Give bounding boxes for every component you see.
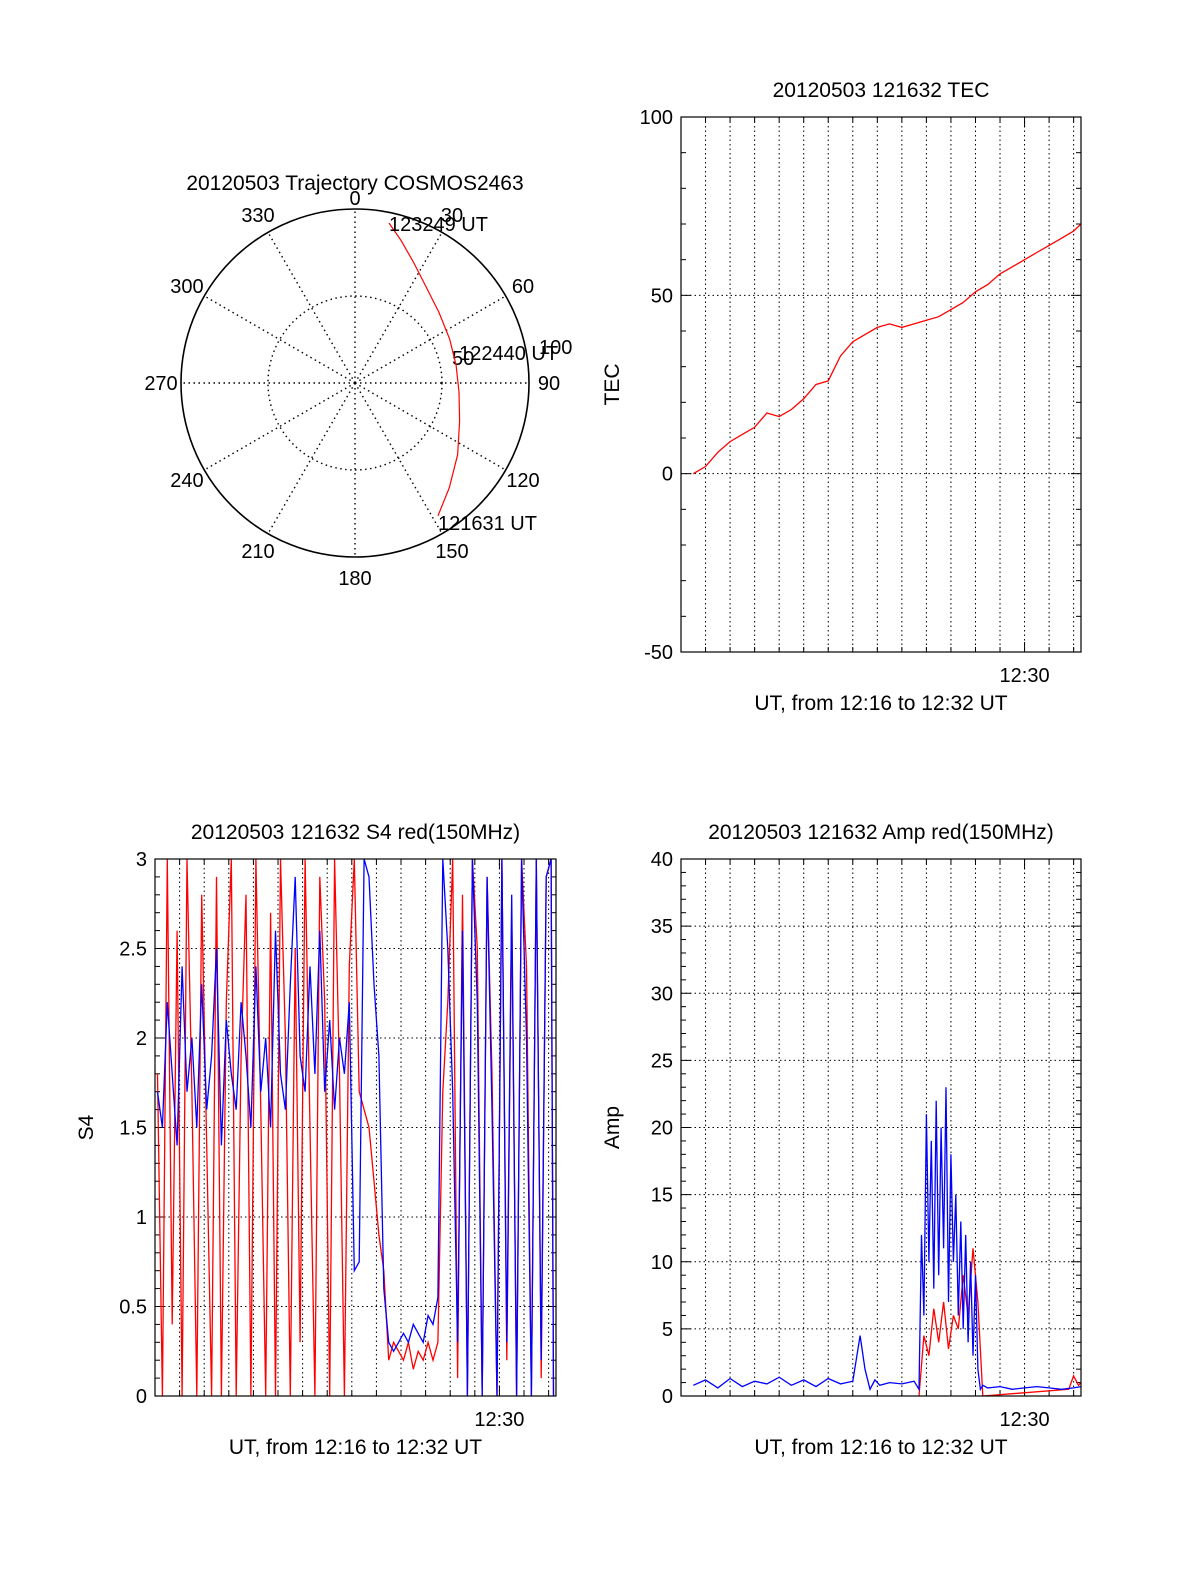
polar-angle-label: 300 — [170, 276, 203, 298]
polar-angle-label: 180 — [338, 568, 371, 590]
panel3-ytick-label: 30 — [651, 983, 673, 1005]
panel3-ytick-label: 10 — [651, 1252, 673, 1274]
polar-title: 20120503 Trajectory COSMOS2463 — [186, 172, 523, 195]
panel3-ytick-label: 40 — [651, 849, 673, 871]
panel3-ytick-label: 15 — [651, 1185, 673, 1207]
panel3-xtick-label: 12:30 — [1000, 1409, 1050, 1431]
polar-spoke — [203, 295, 356, 384]
panel2-ytick-label: 1.5 — [119, 1118, 147, 1140]
polar-angle-label: 210 — [241, 541, 274, 563]
polar-angle-label: 270 — [144, 373, 177, 395]
panel3-ytick-label: 25 — [651, 1050, 673, 1072]
panel2-title: 20120503 121632 S4 red(150MHz) — [191, 821, 520, 844]
polar-spoke — [354, 382, 443, 535]
panel3-xlabel: UT, from 12:16 to 12:32 UT — [754, 1436, 1007, 1459]
polar-angle-label: 150 — [435, 541, 468, 563]
polar-annotation: 123249 UT — [389, 214, 488, 236]
panel2-xtick-label: 12:30 — [474, 1409, 524, 1431]
polar-spoke — [267, 231, 356, 384]
polar-angle-label: 0 — [349, 188, 360, 210]
panel3-ytick-label: 5 — [662, 1319, 673, 1341]
polar-angle-label: 330 — [241, 205, 274, 227]
panel3-title: 20120503 121632 Amp red(150MHz) — [708, 821, 1054, 844]
panel3-ytick-label: 35 — [651, 916, 673, 938]
polar-spoke — [267, 382, 356, 535]
panel1-frame — [680, 116, 1082, 653]
panel2-ytick-label: 2 — [136, 1028, 147, 1050]
panel1-ytick-label: -50 — [644, 642, 673, 664]
panel1-xlabel: UT, from 12:16 to 12:32 UT — [754, 692, 1007, 715]
panel3-ytick-label: 0 — [662, 1386, 673, 1408]
polar-spoke — [354, 231, 443, 384]
panel2-ytick-label: 0.5 — [119, 1297, 147, 1319]
panel3-series-blue-line — [693, 1087, 1081, 1392]
panel2-ytick-label: 2.5 — [119, 939, 147, 961]
panel2-frame — [154, 858, 557, 1397]
polar-radius-label: 100 — [539, 337, 572, 359]
panel1-ytick-label: 100 — [640, 107, 673, 129]
panel2-series-blue-line — [156, 859, 555, 1396]
panel1-ytick-label: 0 — [662, 464, 673, 486]
polar-angle-label: 120 — [506, 470, 539, 492]
panel1-title: 20120503 121632 TEC — [773, 79, 990, 102]
panel2-ytick-label: 0 — [136, 1386, 147, 1408]
polar-inner-circle — [267, 295, 443, 471]
polar-trajectory-line — [388, 222, 461, 517]
panel2-ytick-label: 1 — [136, 1207, 147, 1229]
panel1-ylabel: TEC — [601, 364, 624, 406]
panel3-ylabel: Amp — [601, 1106, 624, 1149]
panel2-xlabel: UT, from 12:16 to 12:32 UT — [229, 1436, 482, 1459]
panel3-series-red-line — [918, 1248, 1081, 1396]
panel1-ytick-label: 50 — [651, 285, 673, 307]
panel1-xtick-label: 12:30 — [1000, 665, 1050, 687]
panel2-ylabel: S4 — [75, 1114, 98, 1140]
polar-angle-label: 60 — [512, 276, 534, 298]
polar-spoke — [203, 382, 356, 471]
panel3-frame — [680, 858, 1082, 1397]
polar-annotation: 122440 UT — [459, 343, 558, 365]
polar-spoke — [354, 382, 507, 471]
polar-angle-label: 30 — [441, 205, 463, 227]
panel3-ytick-label: 20 — [651, 1118, 673, 1140]
polar-angle-label: 240 — [170, 470, 203, 492]
panel1-series-red-line — [692, 223, 1081, 475]
polar-spoke — [354, 295, 507, 384]
polar-annotation: 121631 UT — [438, 513, 537, 535]
polar-angle-label: 90 — [538, 373, 560, 395]
panel2-ytick-label: 3 — [136, 849, 147, 871]
polar-radius-label: 50 — [452, 348, 474, 370]
polar-outer-circle — [180, 208, 530, 558]
panel2-series-red-line — [156, 859, 555, 1396]
